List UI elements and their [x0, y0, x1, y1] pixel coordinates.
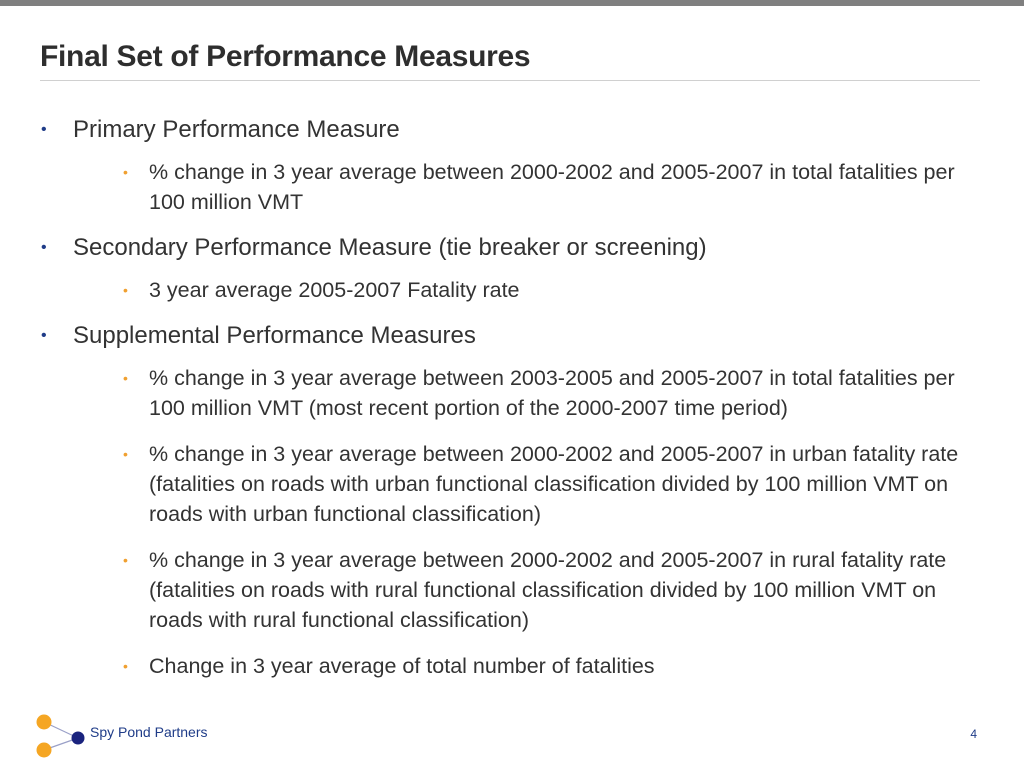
sub-item-text: % change in 3 year average between 2000-… [149, 442, 959, 526]
bullet-icon: • [123, 370, 128, 386]
sub-item-text: 3 year average 2005-2007 Fatality rate [149, 278, 520, 302]
bullet-icon: • [123, 282, 128, 298]
page-number: 4 [970, 727, 977, 741]
bullet-icon: • [123, 658, 128, 674]
bullet-icon: • [41, 121, 47, 138]
title-divider [40, 80, 980, 81]
bullet-icon: • [41, 239, 47, 256]
sub-item-list: • % change in 3 year average between 200… [73, 363, 985, 681]
sub-item-list: • % change in 3 year average between 200… [73, 157, 985, 217]
section-heading: Supplemental Performance Measures [73, 322, 476, 349]
section-heading: Primary Performance Measure [73, 116, 400, 143]
sub-item: • % change in 3 year average between 200… [73, 439, 985, 529]
sub-item-text: Change in 3 year average of total number… [149, 654, 655, 678]
section-heading: Secondary Performance Measure (tie break… [73, 234, 707, 261]
bullet-icon: • [123, 164, 128, 180]
footer-brand-name: Spy Pond Partners [90, 724, 208, 740]
sub-item-text: % change in 3 year average between 2000-… [149, 548, 947, 632]
sub-item-text: % change in 3 year average between 2000-… [149, 160, 955, 214]
sub-item: • 3 year average 2005-2007 Fatality rate [73, 275, 985, 305]
sub-item: • % change in 3 year average between 200… [73, 157, 985, 217]
slide-title: Final Set of Performance Measures [40, 40, 531, 73]
sub-item-text: % change in 3 year average between 2003-… [149, 366, 955, 420]
bullet-icon: • [41, 327, 47, 344]
sub-item-list: • 3 year average 2005-2007 Fatality rate [73, 275, 985, 305]
slide-content: • Primary Performance Measure • % change… [40, 115, 985, 690]
sub-item: • % change in 3 year average between 200… [73, 545, 985, 635]
section-secondary: • Secondary Performance Measure (tie bre… [40, 233, 985, 305]
sub-item: • Change in 3 year average of total numb… [73, 651, 985, 681]
section-supplemental: • Supplemental Performance Measures • % … [40, 321, 985, 681]
sub-item: • % change in 3 year average between 200… [73, 363, 985, 423]
bullet-icon: • [123, 446, 128, 462]
section-primary: • Primary Performance Measure • % change… [40, 115, 985, 217]
top-accent-bar [0, 0, 1024, 6]
bullet-icon: • [123, 552, 128, 568]
company-logo-icon [36, 714, 85, 758]
